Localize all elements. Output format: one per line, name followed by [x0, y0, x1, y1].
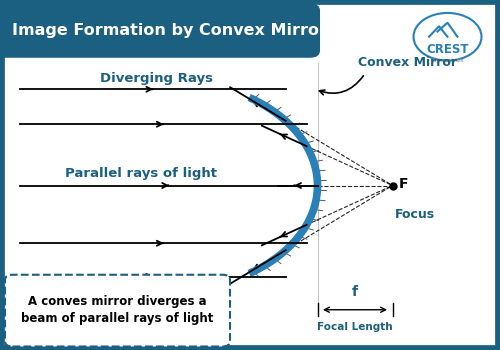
Text: F: F	[399, 177, 408, 191]
Text: Convex Mirror: Convex Mirror	[358, 56, 456, 70]
Text: Diverging Rays: Diverging Rays	[100, 72, 213, 85]
FancyBboxPatch shape	[5, 275, 230, 346]
Text: CREST: CREST	[426, 43, 469, 56]
Text: Focus: Focus	[395, 208, 435, 221]
Text: A conves mirror diverges a
beam of parallel rays of light: A conves mirror diverges a beam of paral…	[22, 295, 214, 326]
Text: Olympiads: Olympiads	[431, 58, 464, 63]
Text: Image Formation by Convex Mirror: Image Formation by Convex Mirror	[12, 23, 328, 38]
FancyBboxPatch shape	[0, 4, 320, 58]
Text: Parallel rays of light: Parallel rays of light	[65, 167, 217, 180]
Text: f: f	[352, 285, 358, 299]
Text: Focal Length: Focal Length	[317, 322, 393, 332]
